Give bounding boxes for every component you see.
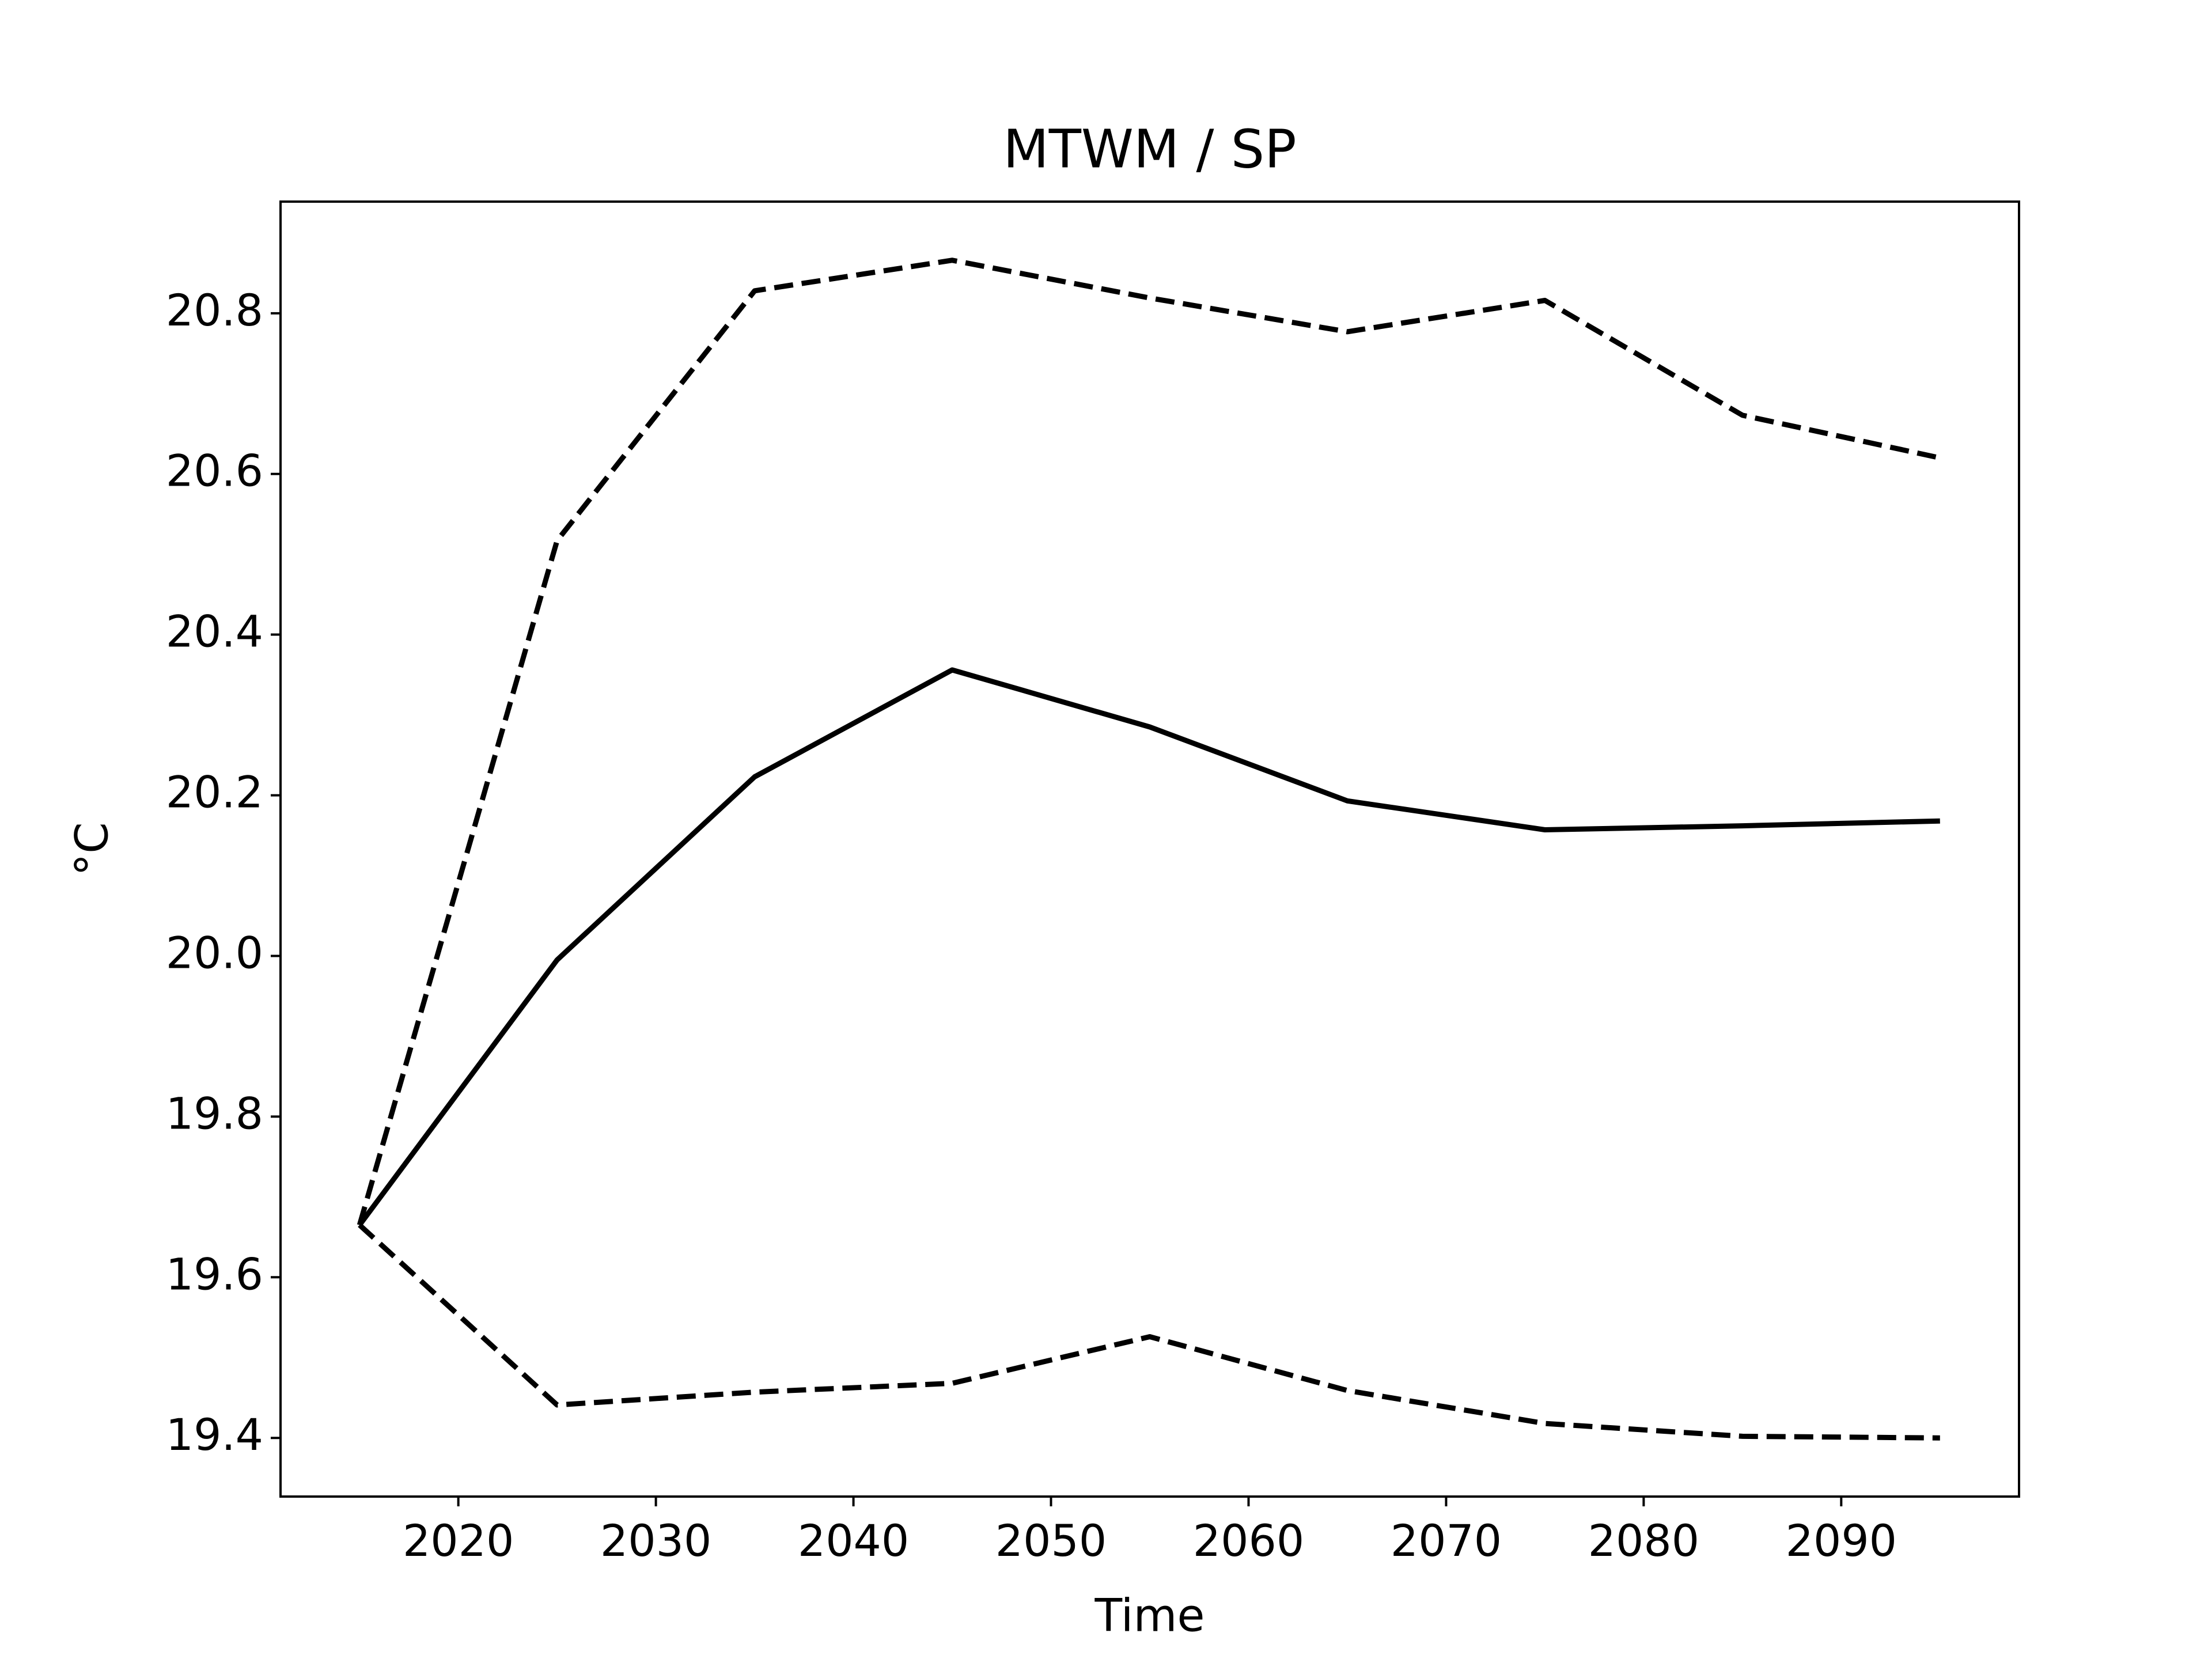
chart-title: MTWM / SP <box>1003 118 1296 180</box>
series-line <box>357 667 1940 1227</box>
x-tick-label: 2020 <box>403 1515 514 1566</box>
series-line <box>357 257 1941 1226</box>
x-tick-label: 2060 <box>1193 1515 1304 1566</box>
x-tick-label: 2090 <box>1786 1515 1897 1566</box>
y-tick-label: 20.4 <box>166 606 263 657</box>
y-tick-label: 19.6 <box>166 1248 263 1300</box>
y-axis-label: °C <box>66 822 118 876</box>
x-axis-label: Time <box>1094 1590 1205 1642</box>
x-tick-label: 2040 <box>798 1515 909 1566</box>
y-tick-label: 20.2 <box>166 767 263 818</box>
x-tick-label: 2070 <box>1391 1515 1502 1566</box>
series-line <box>358 1223 1940 1441</box>
y-tick-label: 19.8 <box>166 1088 263 1139</box>
y-tick-label: 20.0 <box>166 927 263 978</box>
x-tick-label: 2050 <box>995 1515 1107 1566</box>
x-tick-label: 2030 <box>600 1515 711 1566</box>
y-tick-label: 20.8 <box>166 285 263 336</box>
y-tick-label: 19.4 <box>166 1409 263 1460</box>
x-tick-label: 2080 <box>1588 1515 1699 1566</box>
plot-frame <box>279 200 2020 1498</box>
y-tick-label: 20.6 <box>166 445 263 497</box>
